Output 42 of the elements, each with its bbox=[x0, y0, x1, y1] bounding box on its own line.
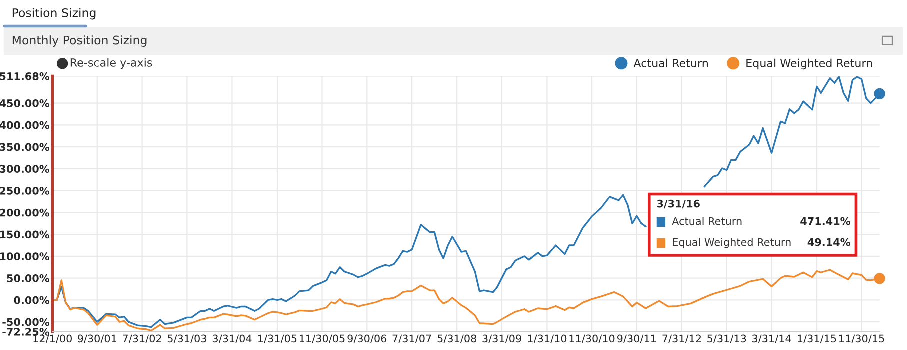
x-tick-label: 5/31/13 bbox=[708, 334, 746, 344]
legend-label: Actual Return bbox=[634, 58, 708, 68]
x-tick-label: 9/30/06 bbox=[348, 334, 387, 344]
x-tick-label: 1/31/10 bbox=[528, 334, 567, 344]
x-tick-label: 7/31/07 bbox=[392, 334, 432, 344]
x-tick-label: 5/31/08 bbox=[438, 334, 476, 344]
annotation: 49.14% bbox=[808, 238, 850, 246]
x-tick-label: 3/31/09 bbox=[482, 334, 522, 344]
x-tick-label: 1/31/05 bbox=[258, 334, 297, 344]
y-tick-label: -50.00% bbox=[2, 318, 50, 326]
x-tick-label: 9/30/01 bbox=[78, 334, 116, 344]
y-tick-label: 511.68% bbox=[0, 72, 50, 80]
y-tick-label: 0.00% bbox=[14, 296, 50, 304]
x-tick-label: 5/31/03 bbox=[168, 334, 206, 344]
y-tick-label: 50.00% bbox=[7, 274, 50, 282]
legend-label: Equal Weighted Return bbox=[746, 58, 872, 70]
text: Re-scale y-axis bbox=[70, 58, 152, 70]
y-tick-label: 350.00% bbox=[0, 143, 50, 152]
chart-title: Monthly Position Sizing bbox=[12, 36, 147, 48]
text: Position Sizing bbox=[12, 8, 96, 20]
annotation: Equal Weighted Return bbox=[673, 238, 791, 248]
y-tick-label: 150.00% bbox=[0, 230, 50, 239]
x-tick-label: 11/30/15 bbox=[840, 334, 884, 344]
annotation: Actual Return bbox=[672, 217, 742, 226]
x-tick-label: 11/30/05 bbox=[300, 334, 345, 344]
y-tick-label: 250.00% bbox=[0, 187, 50, 195]
x-tick-label: 7/31/12 bbox=[662, 334, 702, 344]
x-tick-label: 9/30/11 bbox=[617, 334, 656, 344]
y-tick-label: -72.25% bbox=[2, 328, 50, 336]
x-tick-label: 12/1/00 bbox=[34, 334, 72, 344]
x-tick-label: 3/31/14 bbox=[752, 334, 792, 344]
annotation: 471.41% bbox=[800, 217, 850, 226]
x-tick-label: 7/31/02 bbox=[123, 334, 162, 344]
y-tick-label: 300.00% bbox=[0, 165, 50, 174]
annotation: 3/31/16 bbox=[657, 200, 700, 209]
y-tick-label: 200.00% bbox=[0, 208, 50, 217]
x-tick-label: 1/31/15 bbox=[798, 334, 836, 344]
x-tick-label: 3/31/04 bbox=[212, 334, 252, 344]
y-tick-label: 400.00% bbox=[0, 121, 50, 130]
y-tick-label: 100.00% bbox=[0, 252, 50, 261]
x-tick-label: 11/30/10 bbox=[570, 334, 615, 344]
y-tick-label: 450.00% bbox=[0, 100, 50, 108]
